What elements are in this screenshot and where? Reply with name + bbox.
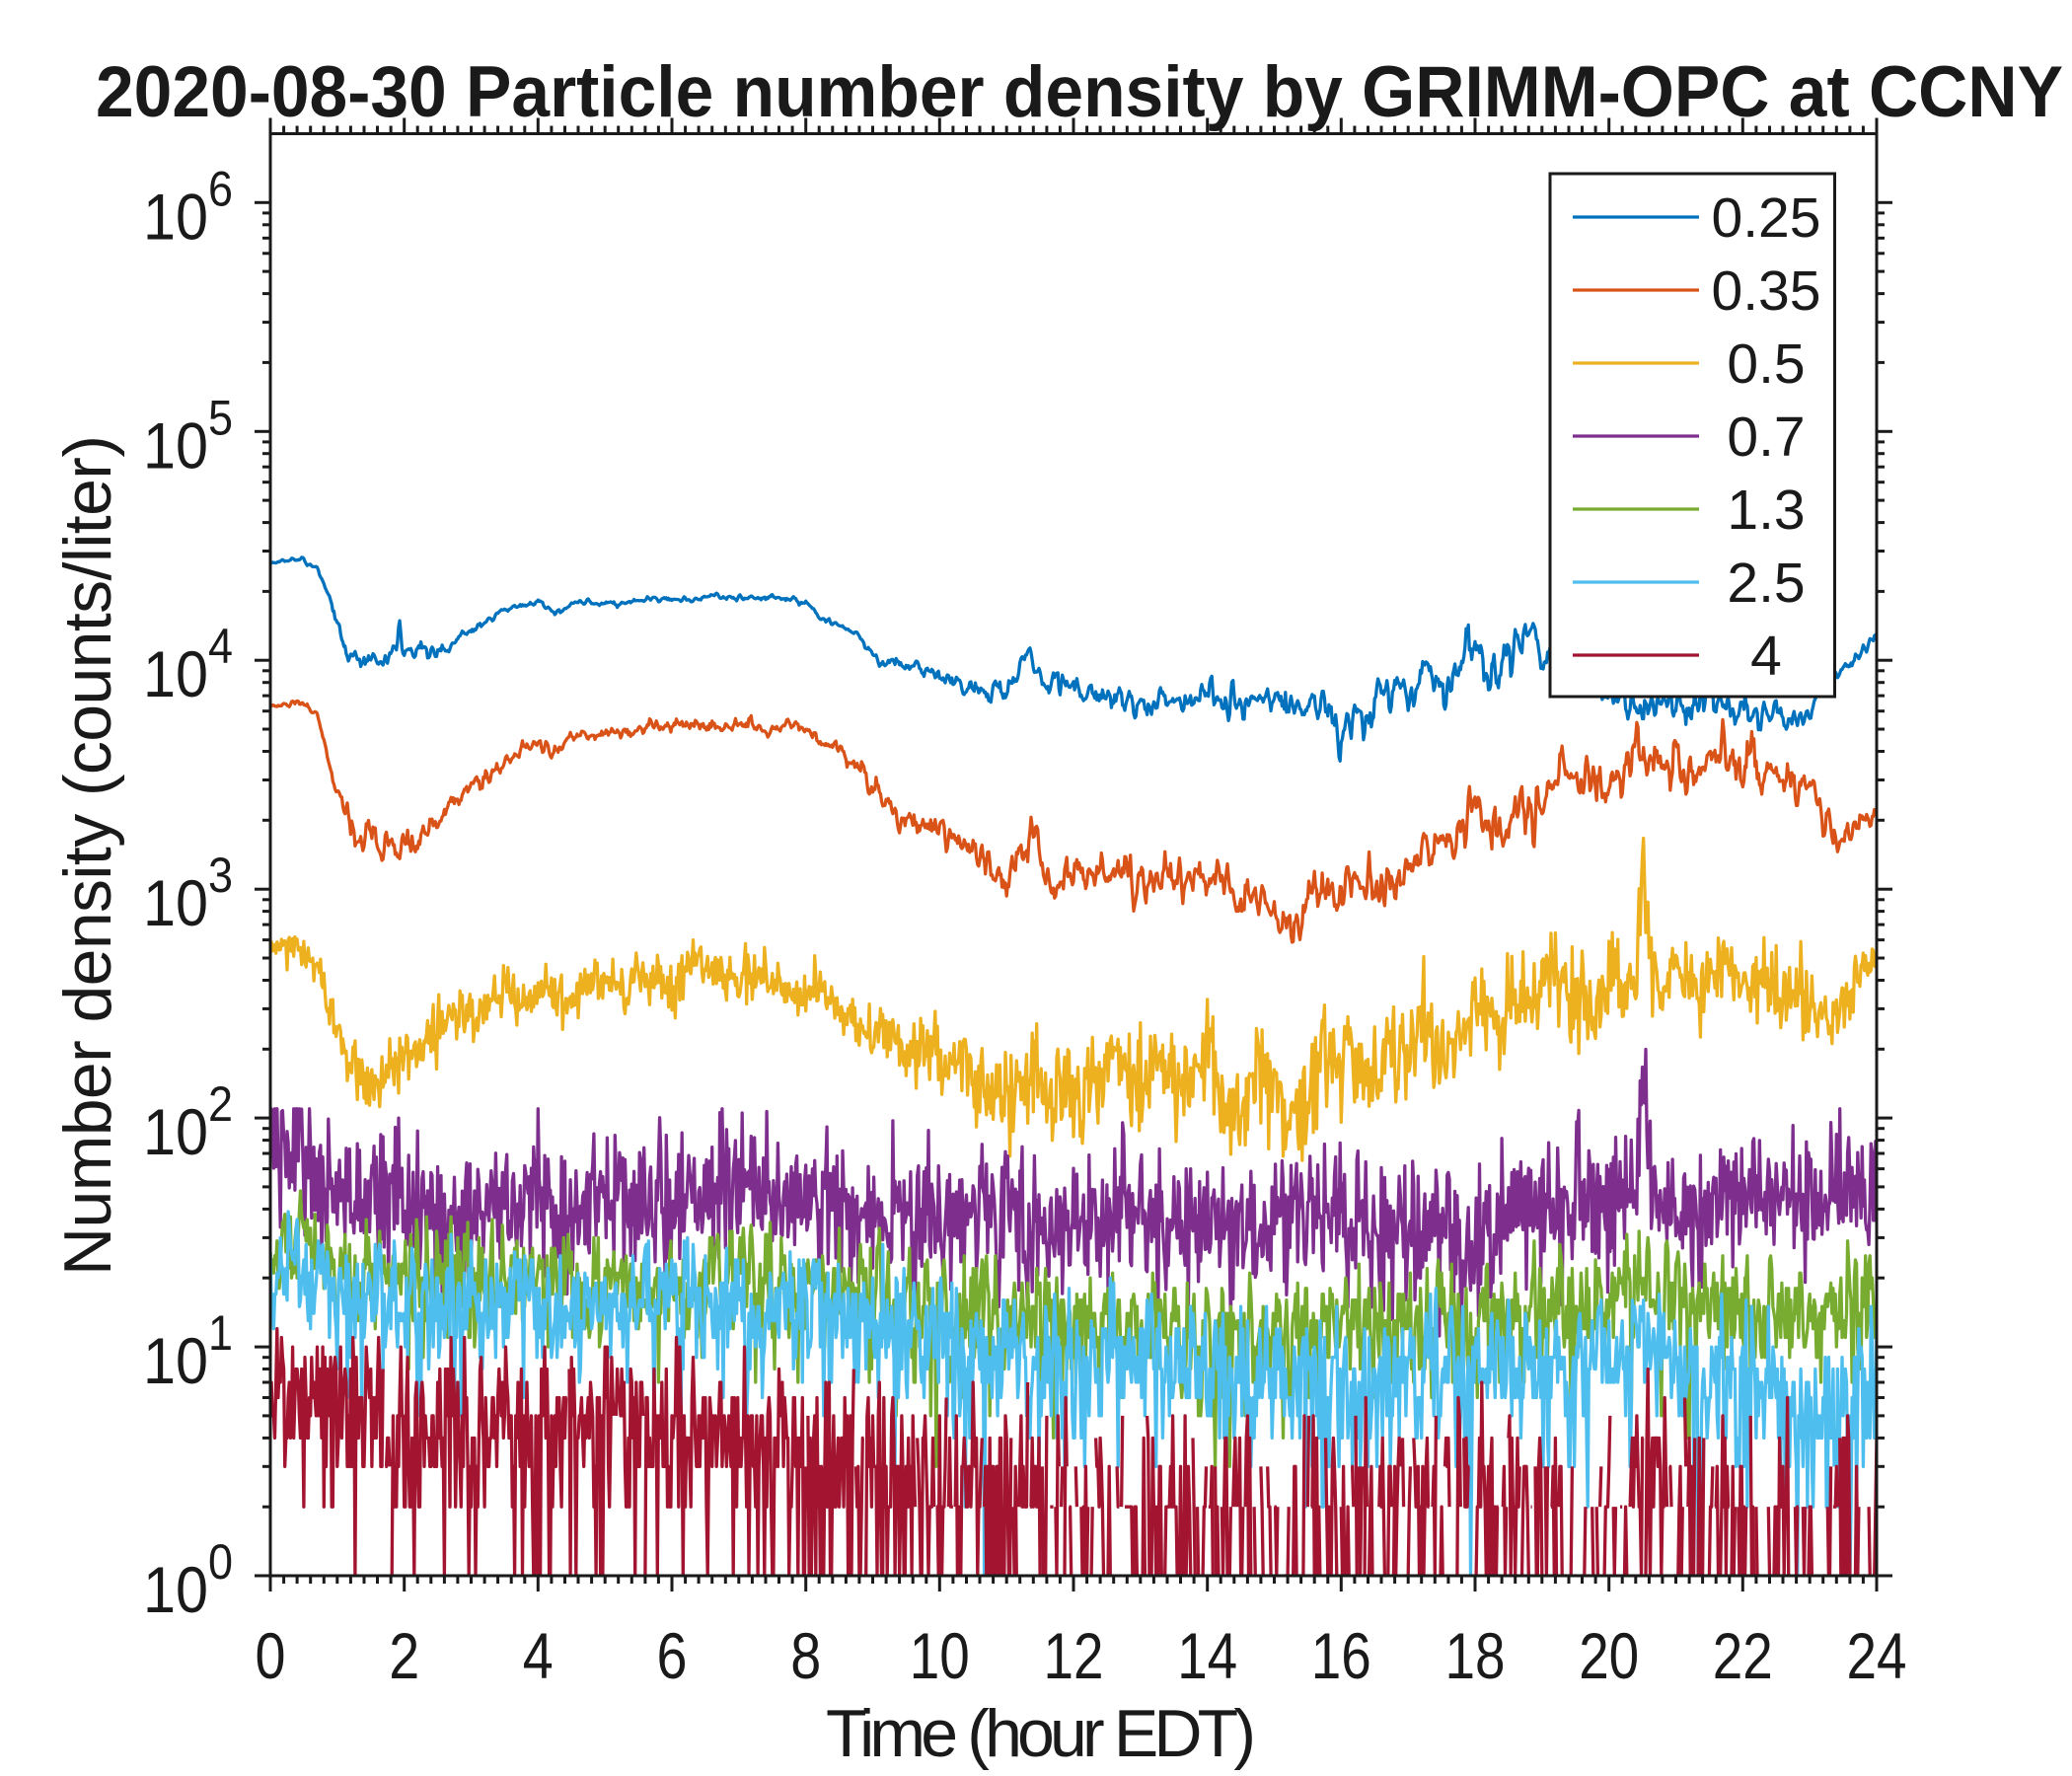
svg-text:0.35: 0.35	[1712, 259, 1821, 323]
svg-text:2.5: 2.5	[1727, 552, 1805, 615]
svg-text:0.7: 0.7	[1727, 406, 1805, 469]
svg-text:12: 12	[1044, 1619, 1104, 1692]
svg-text:1.3: 1.3	[1727, 479, 1805, 542]
svg-text:22: 22	[1713, 1619, 1773, 1692]
svg-text:4: 4	[523, 1619, 554, 1692]
svg-text:4: 4	[1750, 625, 1782, 688]
svg-text:0.25: 0.25	[1712, 186, 1821, 250]
svg-text:2: 2	[389, 1619, 419, 1692]
svg-text:2020-08-30 Particle number den: 2020-08-30 Particle number density by GR…	[96, 52, 2063, 132]
svg-text:16: 16	[1311, 1619, 1371, 1692]
svg-text:20: 20	[1579, 1619, 1639, 1692]
svg-text:0: 0	[256, 1619, 286, 1692]
svg-text:0.5: 0.5	[1727, 333, 1805, 396]
svg-text:8: 8	[790, 1619, 821, 1692]
svg-text:Number density (counts/liter): Number density (counts/liter)	[50, 435, 125, 1276]
svg-text:6: 6	[657, 1619, 688, 1692]
svg-text:18: 18	[1445, 1619, 1506, 1692]
svg-text:Time (hour EDT): Time (hour EDT)	[826, 1696, 1256, 1771]
svg-text:14: 14	[1177, 1619, 1237, 1692]
svg-text:10: 10	[910, 1619, 970, 1692]
svg-text:24: 24	[1847, 1619, 1907, 1692]
